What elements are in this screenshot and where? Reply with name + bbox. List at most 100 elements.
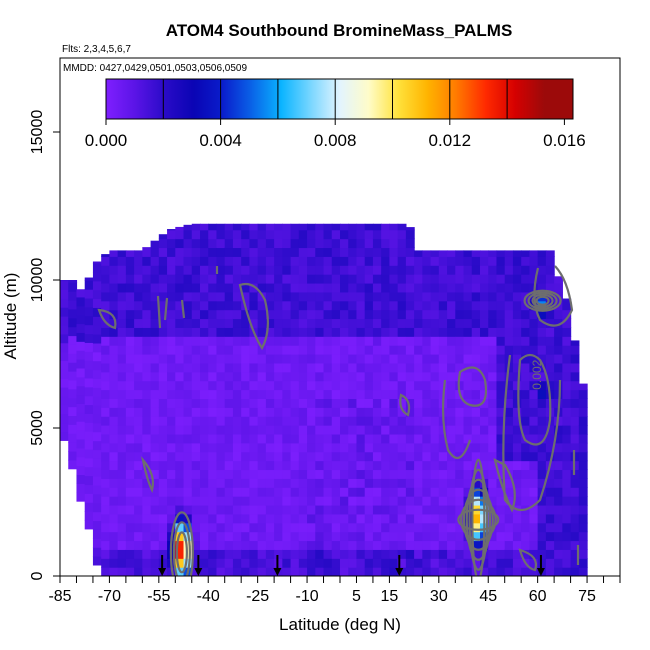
heatmap-cell [241, 265, 251, 275]
heatmap-cell [249, 416, 259, 426]
heatmap-cell [315, 274, 325, 284]
heatmap-cell [529, 327, 539, 337]
heatmap-cell [183, 478, 193, 488]
heatmap-cell [241, 327, 251, 337]
heatmap-cell [521, 442, 531, 453]
heatmap-cell [109, 407, 119, 417]
heatmap-cell [496, 460, 506, 471]
heatmap-cell [554, 345, 563, 355]
heatmap-cell [438, 354, 448, 364]
heatmap-cell [150, 513, 160, 524]
heatmap-cell [562, 425, 572, 435]
heatmap-cell [200, 487, 209, 497]
heatmap-cell [117, 540, 127, 550]
heatmap-cell [562, 513, 572, 524]
heatmap-cell [372, 265, 382, 275]
heatmap-cell [562, 504, 572, 515]
heatmap-cell [397, 389, 407, 399]
heatmap-cell [232, 460, 242, 471]
heatmap-cell [241, 238, 251, 249]
heatmap-cell [208, 469, 218, 479]
heatmap-cell [537, 256, 547, 266]
colorbar-segment [135, 79, 165, 119]
heatmap-cell [76, 438, 86, 449]
heatmap-cell [372, 460, 382, 471]
heatmap-cell [529, 496, 539, 506]
heatmap-cell [142, 309, 152, 320]
heatmap-cell [92, 342, 102, 353]
heatmap-cell [224, 451, 234, 462]
heatmap-cell [356, 425, 366, 435]
heatmap-cell [224, 309, 234, 320]
heatmap-cell [216, 223, 226, 231]
heatmap-cell [183, 425, 193, 435]
heatmap-cell [323, 540, 333, 550]
heatmap-cell [117, 371, 127, 382]
heatmap-cell [265, 380, 275, 391]
heatmap-cell [134, 469, 143, 479]
heatmap-cell [455, 522, 465, 533]
heatmap-cell [158, 354, 168, 364]
heatmap-cell [381, 362, 391, 373]
heatmap-cell [175, 478, 185, 488]
heatmap-cell [397, 327, 407, 337]
heatmap-cell [241, 496, 251, 506]
heatmap-cell [381, 380, 391, 391]
heatmap-cell [232, 407, 242, 417]
heatmap-cell [92, 449, 102, 459]
heatmap-cell [545, 250, 555, 257]
heatmap-cell [134, 318, 143, 328]
heatmap-cell [216, 274, 226, 284]
contour-line [399, 393, 411, 417]
heatmap-cell [496, 549, 506, 559]
heatmap-cell [504, 407, 514, 417]
heatmap-cell [241, 223, 251, 231]
heatmap-cell [455, 318, 465, 328]
heatmap-cell [315, 478, 325, 488]
heatmap-cell [414, 504, 423, 515]
heatmap-cell [422, 291, 432, 302]
heatmap-cell [340, 425, 349, 435]
heatmap-cell [414, 345, 423, 355]
heatmap-cell [471, 549, 481, 559]
heatmap-cell [101, 309, 111, 320]
heatmap-cell [348, 327, 358, 337]
heatmap-cell [340, 345, 349, 355]
heatmap-cell [488, 549, 498, 559]
heatmap-cell [249, 229, 259, 240]
heatmap-cell [554, 558, 563, 568]
heatmap-cell [265, 442, 275, 453]
heatmap-cell [216, 354, 226, 364]
heatmap-cell [397, 487, 407, 497]
heatmap-cell [504, 496, 514, 506]
heatmap-cell [134, 327, 143, 337]
heatmap-cell [521, 433, 531, 444]
heatmap-cell [232, 425, 242, 435]
heatmap-cell [241, 469, 251, 479]
heatmap-cell [323, 496, 333, 506]
heatmap-cell [389, 504, 399, 515]
heatmap-cell [323, 478, 333, 488]
heatmap-cell [101, 496, 111, 506]
heatmap-cell [356, 318, 366, 328]
heatmap-cell [265, 238, 275, 249]
heatmap-cell [315, 504, 325, 515]
contour-line [502, 354, 562, 512]
heatmap-cell [109, 354, 119, 364]
heatmap-cell [562, 416, 572, 426]
heatmap-cell [101, 345, 111, 355]
heatmap-cell [447, 478, 456, 488]
heatmap-cell [142, 451, 152, 462]
heatmap-cell [92, 556, 102, 566]
heatmap-cell [578, 460, 588, 471]
heatmap-cell [397, 223, 407, 231]
heatmap-cell [282, 478, 292, 488]
heatmap-cell [340, 504, 349, 515]
heatmap-cell [348, 549, 358, 559]
heatmap-cell [76, 350, 86, 360]
heatmap-cell [68, 299, 78, 310]
heatmap-cell [537, 380, 547, 391]
heatmap-cell [167, 274, 176, 284]
heatmap-cell [381, 442, 391, 453]
heatmap-cell [447, 513, 456, 524]
